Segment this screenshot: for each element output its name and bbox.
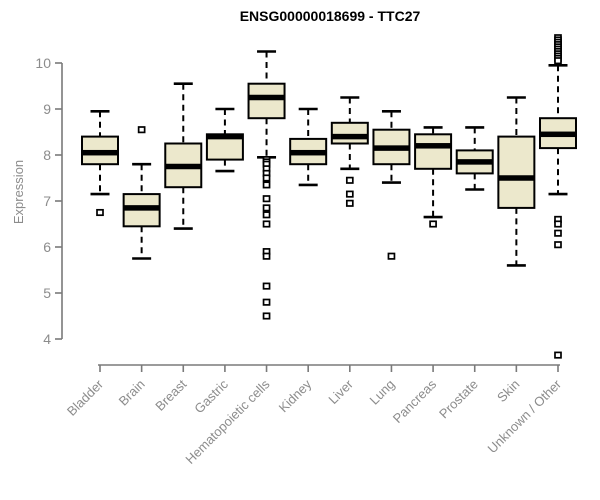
median-bladder [82,149,118,156]
y-tick-label: 8 [43,147,51,163]
outlier-point-hematopoietic-cells [262,195,271,203]
x-category-label-unknown-other: Unknown / Other [485,376,565,456]
outlier-point-hematopoietic-cells [262,298,271,306]
median-liver [331,133,368,140]
box-skin [497,135,536,209]
median-skin [498,175,535,181]
x-category-label-kidney: Kidney [276,376,315,415]
median-hematopoietic-cells [248,94,285,101]
chart-title: ENSG00000018699 - TTC27 [239,8,421,24]
y-tick-label: 9 [43,101,51,117]
median-kidney [290,149,327,156]
x-category-label-liver: Liver [325,376,356,407]
outlier-point-unknown-other [554,351,562,359]
outlier-point-hematopoietic-cells [262,252,271,260]
outlier-point-liver [345,190,354,198]
outlier-point-hematopoietic-cells [262,282,271,290]
outlier-point-hematopoietic-cells [262,312,271,320]
outlier-point-lung [387,252,396,260]
x-category-label-pancreas: Pancreas [390,376,440,426]
outlier-point-liver [345,199,354,207]
outlier-point-hematopoietic-cells [262,204,271,212]
median-unknown-other [539,131,576,138]
y-tick-label: 7 [43,193,51,209]
box-hematopoietic-cells [247,82,286,120]
outlier-point-liver [345,176,354,184]
box-liver [330,121,369,145]
median-gastric [206,133,243,140]
x-category-label-gastric: Gastric [191,376,231,416]
outlier-point-hematopoietic-cells [262,181,271,189]
x-category-label-lung: Lung [367,377,398,408]
y-tick-label: 6 [43,239,51,255]
outlier-point-hematopoietic-cells [262,174,271,182]
median-pancreas [415,143,452,149]
outlier-point-unknown-other [554,220,562,228]
median-brain [123,205,160,211]
outlier-point-brain [137,126,146,134]
outlier-point-hematopoietic-cells [262,211,271,219]
median-prostate [456,159,493,165]
x-category-label-skin: Skin [494,377,522,405]
outlier-point-pancreas [429,220,437,228]
x-category-label-brain: Brain [116,377,148,409]
x-category-label-bladder: Bladder [64,376,107,419]
outlier-point-unknown-other [554,229,562,237]
outlier-point-unknown-other [554,57,562,65]
x-category-label-breast: Breast [152,376,189,413]
y-tick-label: 10 [35,55,51,71]
outlier-point-bladder [96,208,104,217]
outlier-point-unknown-other [554,241,562,249]
median-breast [165,163,202,170]
box-pancreas [414,133,453,170]
outlier-point-hematopoietic-cells [262,220,271,228]
y-tick-label: 4 [43,331,51,347]
y-tick-label: 5 [43,285,51,301]
x-category-label-prostate: Prostate [436,377,481,422]
median-lung [373,145,410,151]
